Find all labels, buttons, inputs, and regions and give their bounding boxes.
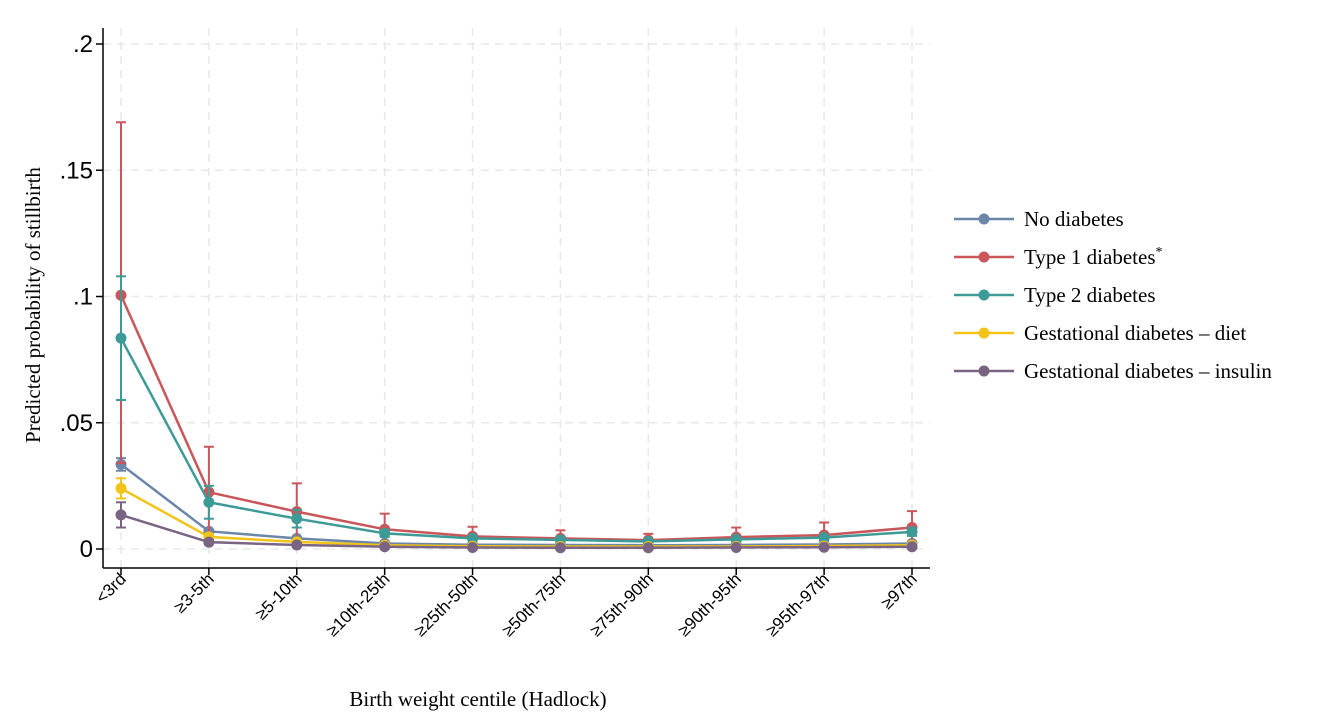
y-tick-label: .1	[73, 284, 93, 311]
y-tick-label: .15	[60, 157, 93, 184]
legend-marker	[978, 365, 990, 377]
legend-label: Gestational diabetes – insulin	[1024, 359, 1272, 383]
series-line	[120, 463, 913, 547]
y-tick-label: 0	[80, 536, 93, 563]
legend-marker	[978, 251, 990, 263]
grid	[103, 28, 930, 568]
data-point	[203, 496, 215, 508]
legend-item: Type 1 diabetes*	[954, 245, 1163, 269]
y-ticks: 0 .05 .1 .15 .2	[60, 31, 103, 563]
data-point	[115, 509, 127, 521]
data-point	[554, 542, 566, 554]
legend-marker	[978, 327, 990, 339]
y-axis-title: Predicted probability of stillbirth	[21, 167, 45, 443]
series-layer	[115, 121, 918, 554]
data-point	[730, 541, 742, 553]
legend-label: Type 1 diabetes*	[1024, 245, 1163, 269]
data-point	[906, 526, 918, 538]
series-line	[119, 337, 913, 543]
data-point	[818, 532, 830, 544]
data-point	[467, 532, 479, 544]
data-point	[115, 482, 127, 494]
y-tick-label: .2	[73, 31, 93, 58]
data-point	[115, 332, 127, 344]
data-point	[642, 542, 654, 554]
data-point	[291, 513, 303, 525]
legend-label: No diabetes	[1024, 207, 1124, 231]
data-point	[467, 541, 479, 553]
legend-item: Gestational diabetes – insulin	[954, 359, 1272, 383]
axes	[102, 28, 930, 569]
legend-item: Gestational diabetes – diet	[954, 321, 1246, 345]
data-point	[818, 541, 830, 553]
data-point	[906, 541, 918, 553]
legend-label-superscript: *	[1156, 245, 1163, 260]
data-point	[203, 536, 215, 548]
data-point	[379, 541, 391, 553]
data-point	[115, 458, 127, 470]
data-point	[379, 527, 391, 539]
series-line	[119, 294, 913, 542]
legend-item: No diabetes	[954, 207, 1124, 231]
x-axis-title: Birth weight centile (Hadlock)	[349, 687, 606, 711]
legend: No diabetes Type 1 diabetes* Type 2 diabet…	[954, 207, 1272, 383]
data-point	[291, 539, 303, 551]
series	[115, 501, 918, 554]
legend-label: Type 2 diabetes	[1024, 283, 1156, 307]
legend-marker	[978, 213, 990, 225]
y-tick-label: .05	[60, 410, 93, 437]
legend-label: Gestational diabetes – diet	[1024, 321, 1246, 345]
legend-marker	[978, 289, 990, 301]
legend-item: Type 2 diabetes	[954, 283, 1156, 307]
series-line	[120, 513, 913, 549]
